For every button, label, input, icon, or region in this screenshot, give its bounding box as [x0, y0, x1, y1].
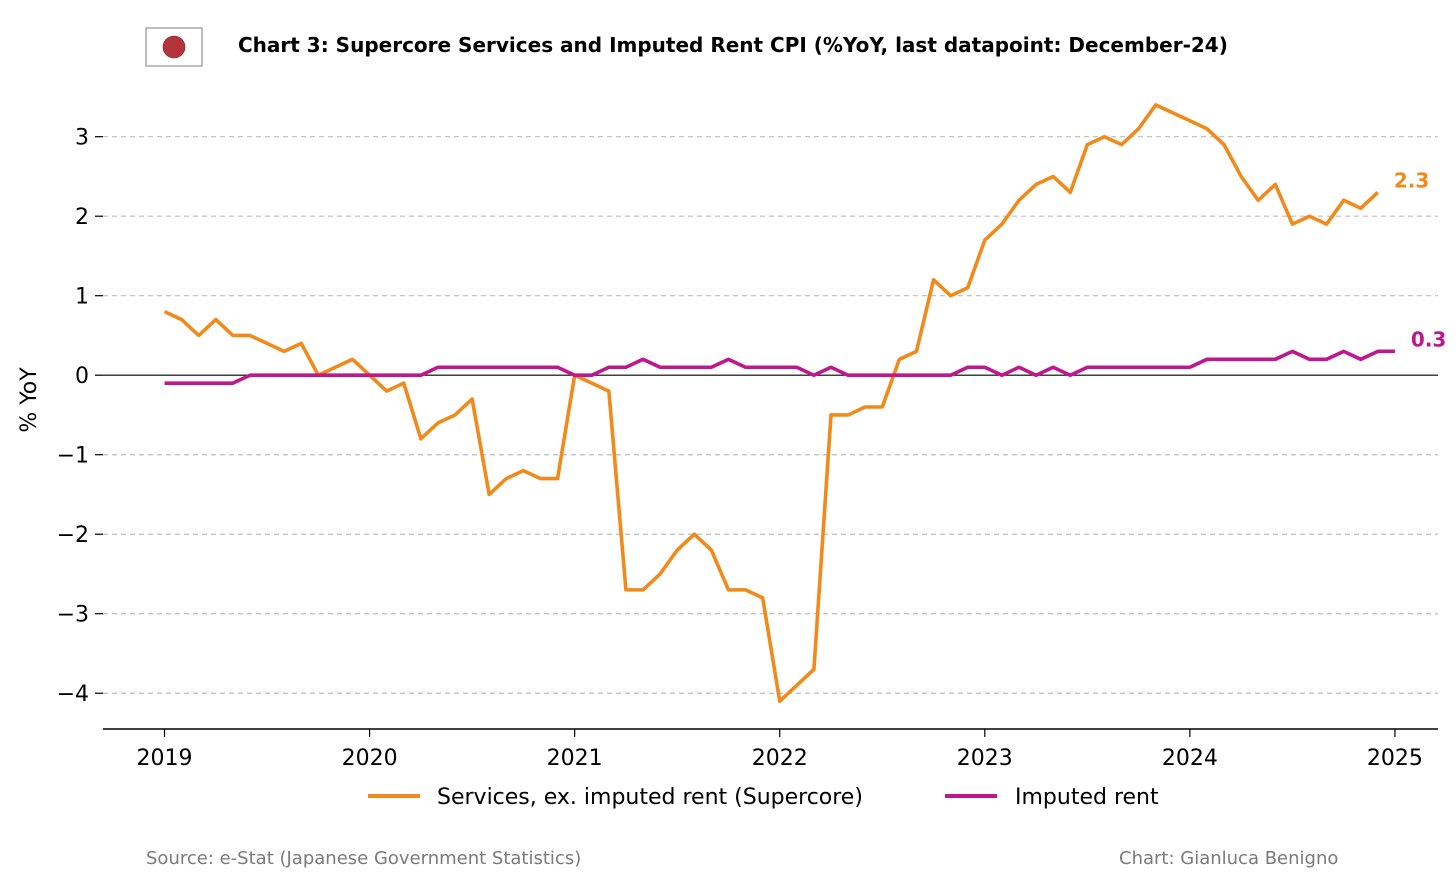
end-label-supercore: 2.3 — [1394, 168, 1429, 192]
legend-label-supercore: Services, ex. imputed rent (Supercore) — [437, 785, 863, 810]
grid-lines — [103, 136, 1438, 694]
x-tick-label: 2022 — [752, 746, 808, 771]
source-note: Source: e-Stat (Japanese Government Stat… — [146, 848, 581, 869]
series-line-supercore — [163, 103, 1380, 703]
x-tick-label: 2020 — [342, 746, 398, 771]
x-tick-label: 2019 — [137, 746, 193, 771]
japan-flag-icon — [145, 27, 203, 67]
series-line-imputed-rent — [164, 349, 1395, 385]
x-tick-label: 2021 — [547, 746, 603, 771]
x-tick-label: 2023 — [957, 746, 1013, 771]
x-tick-label: 2025 — [1367, 746, 1423, 771]
y-tick-label: −3 — [57, 603, 89, 628]
y-axis: 3 2 1 0 −1 −2 −3 −4 — [57, 126, 103, 707]
y-tick-label: 1 — [75, 285, 89, 310]
legend-label-imputed-rent: Imputed rent — [1015, 785, 1159, 810]
chart-title: Chart 3: Supercore Services and Imputed … — [238, 33, 1228, 57]
y-tick-label: −2 — [57, 523, 89, 548]
x-axis: 2019 2020 2021 2022 2023 2024 2025 — [103, 728, 1438, 771]
y-tick-label: 0 — [75, 364, 89, 389]
legend: Services, ex. imputed rent (Supercore) I… — [368, 785, 1159, 810]
end-labels: 2.3 0.3 — [1394, 168, 1447, 351]
flag-disc — [162, 35, 186, 59]
y-tick-label: −4 — [57, 682, 89, 707]
y-tick-label: 2 — [75, 205, 89, 230]
y-axis-label: % YoY — [17, 367, 42, 433]
end-label-imputed-rent: 0.3 — [1411, 327, 1446, 351]
y-tick-label: −1 — [57, 444, 89, 469]
y-tick-label: 3 — [75, 126, 89, 151]
chart-credit: Chart: Gianluca Benigno — [1119, 848, 1338, 869]
plot-series — [163, 103, 1395, 703]
x-tick-label: 2024 — [1162, 746, 1218, 771]
